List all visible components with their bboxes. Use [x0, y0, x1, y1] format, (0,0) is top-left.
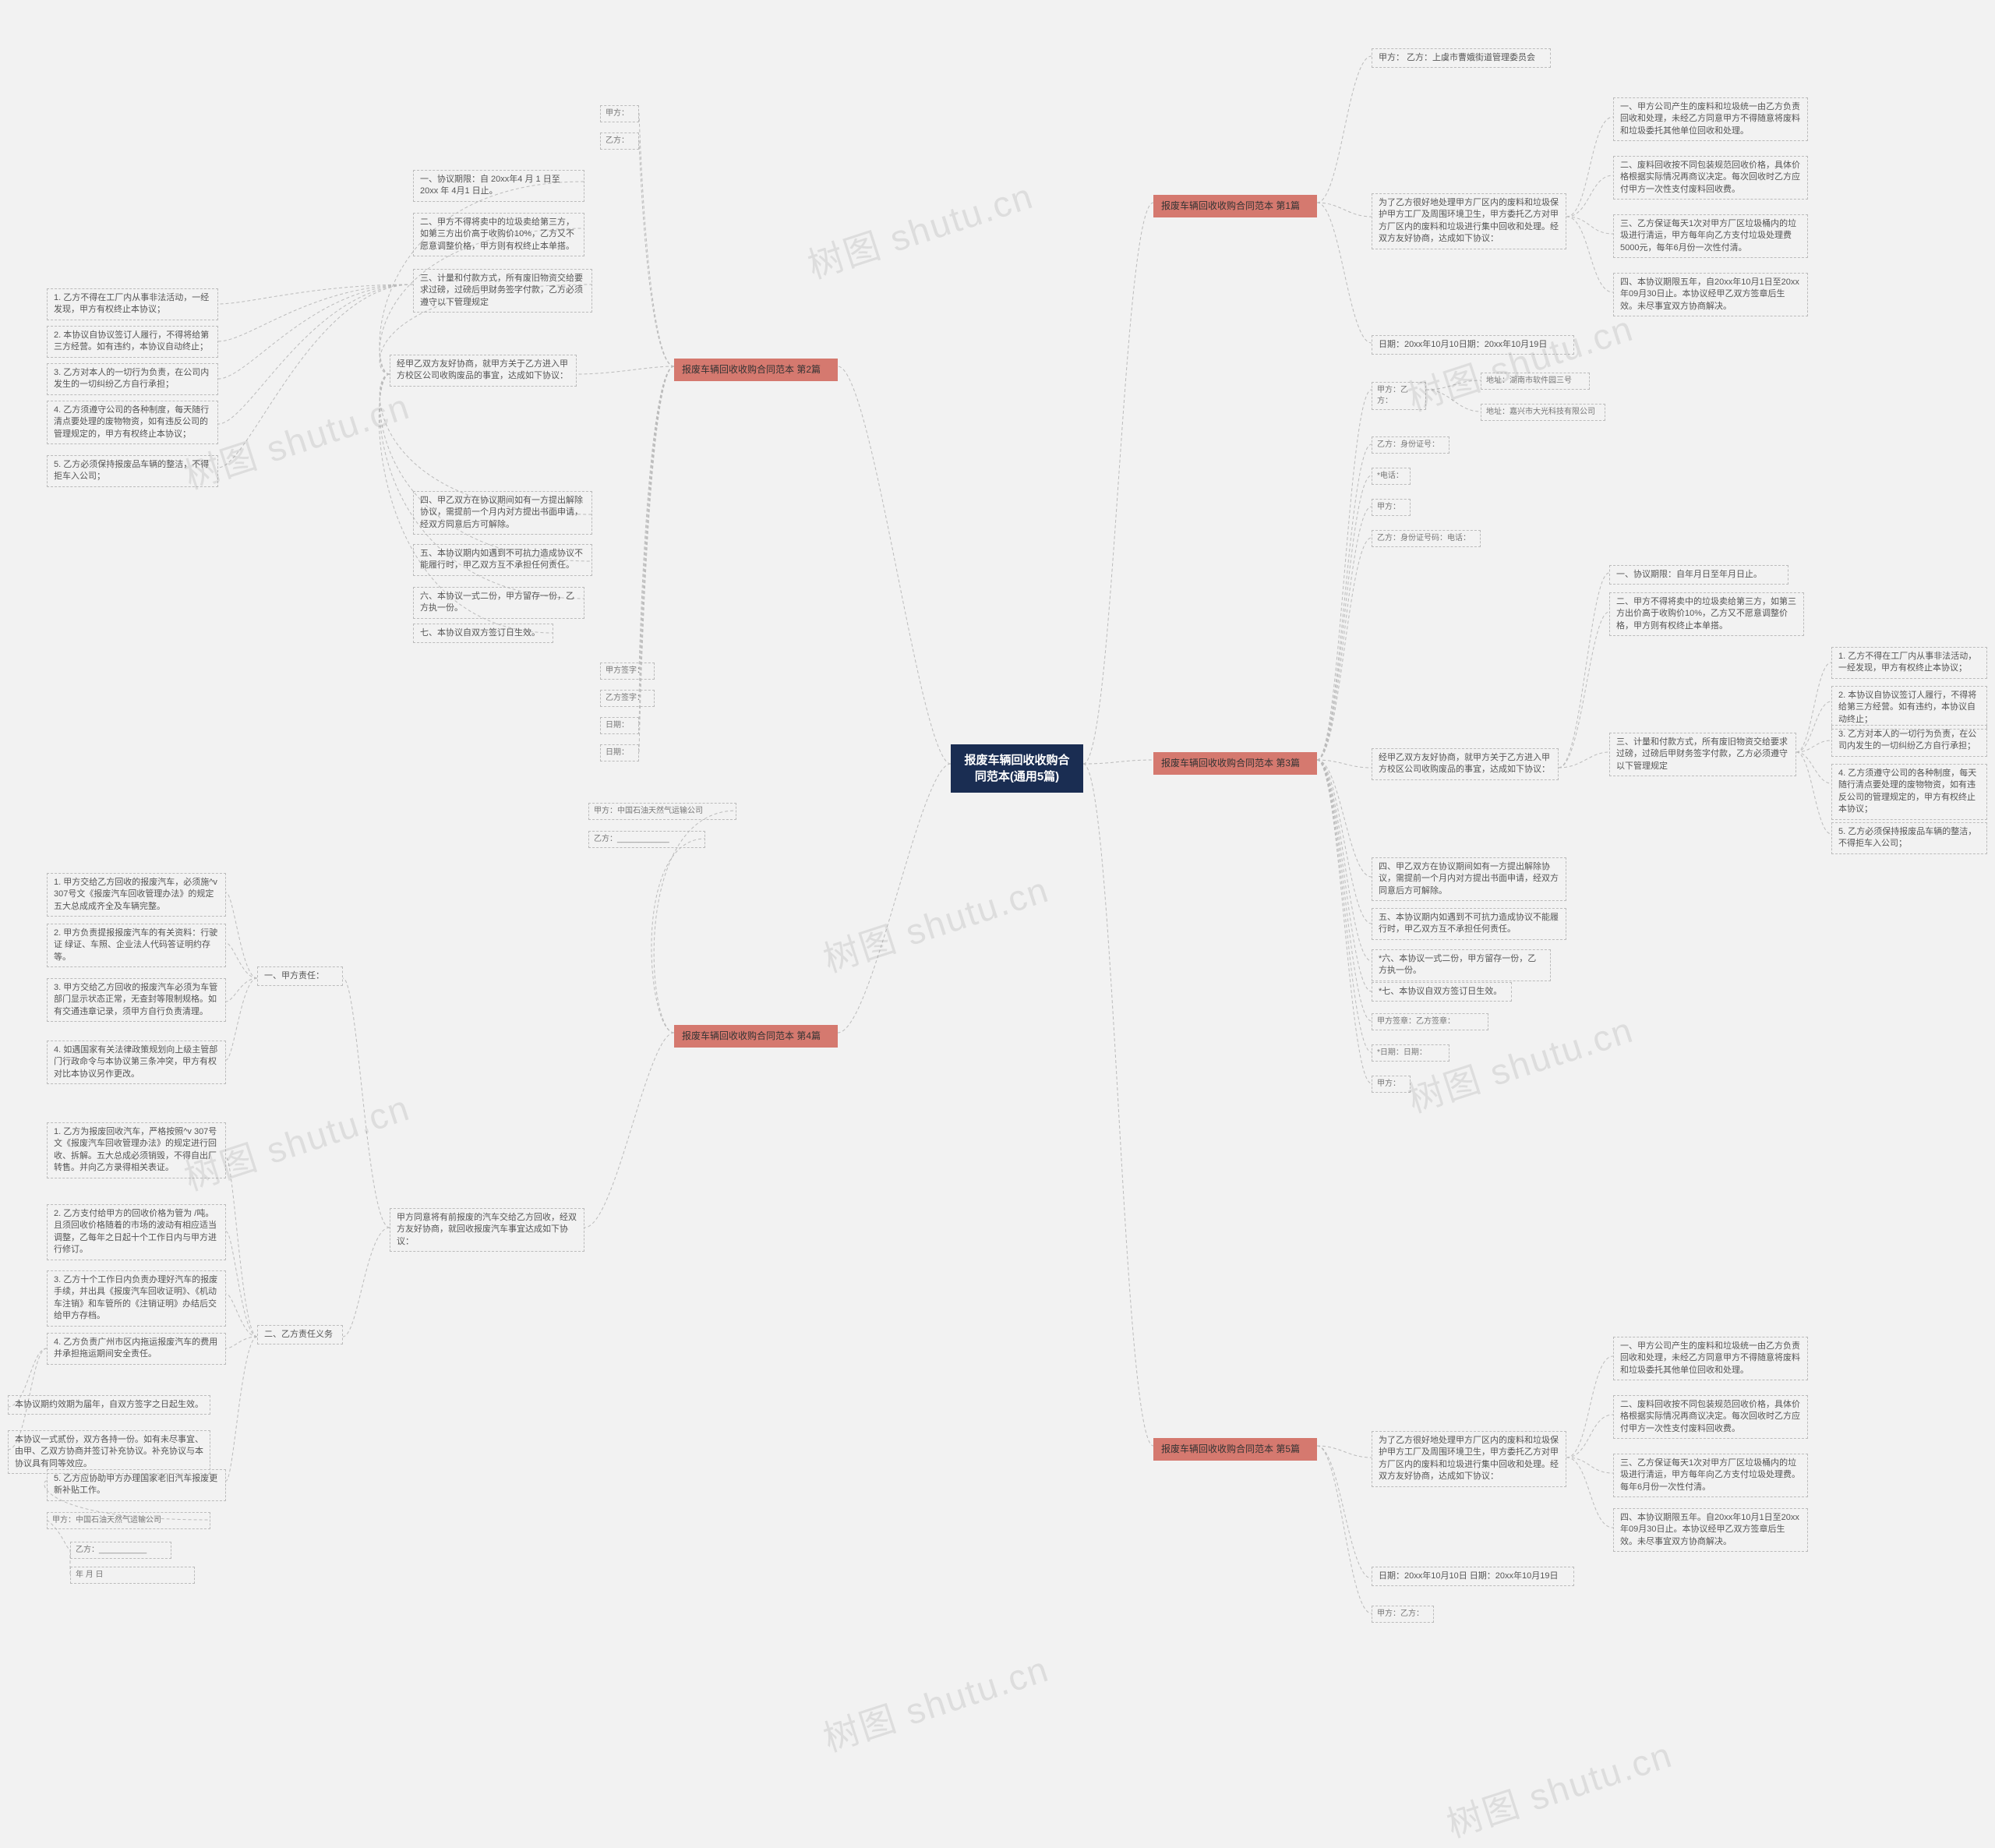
s4-a3: 3. 甲方交给乙方回收的报废汽车必须为车管部门显示状态正常，无查封等限制规格。如… [47, 978, 226, 1022]
s3-preamble: 经甲乙双方友好协商，就甲方关于乙方进入甲方校区公司收购废品的事宜，达成如下协议： [1372, 748, 1559, 780]
s4-b3: 3. 乙方十个工作日内负责办理好汽车的报废手续，并出具《报废汽车回收证明》、《机… [47, 1270, 226, 1327]
s5-date: 日期：20xx年10月10日 日期：20xx年10月19日 [1372, 1567, 1574, 1586]
s1-preamble: 为了乙方很好地处理甲方厂区内的废料和垃圾保护甲方工厂及周围环境卫生，甲方委托乙方… [1372, 193, 1566, 249]
s5-preamble: 为了乙方很好地处理甲方厂区内的废料和垃圾保护甲方工厂及周围环境卫生，甲方委托乙方… [1372, 1431, 1566, 1487]
s2-date-a: 日期： [600, 717, 639, 734]
s1-clause4: 四、本协议期限五年，自20xx年10月1日至20xx年09月30日止。本协议经甲… [1613, 273, 1808, 316]
s5-party: 甲方：乙方： [1372, 1606, 1434, 1623]
section-1: 报废车辆回收收购合同范本 第1篇 [1153, 195, 1317, 217]
s3-addr-b: 地址：嘉兴市大光科技有限公司 [1481, 404, 1605, 421]
s3-clause4: 四、甲乙双方在协议期间如有一方提出解除协议，需提前一个月内对方提出书面申请，经双… [1372, 857, 1566, 901]
s4-footer4: 乙方：___________ [70, 1542, 171, 1559]
s3-partyf: 甲方： [1372, 1076, 1411, 1093]
s2-clause4: 四、甲乙双方在协议期间如有一方提出解除协议，需提前一个月内对方提出书面申请，经双… [413, 491, 592, 535]
s4-a4: 4. 如遇国家有关法律政策规划向上级主管部门行政命令与本协议第三条冲突，甲方有权… [47, 1041, 226, 1084]
s3-clause1: 一、协议期限：自年月日至年月日止。 [1609, 565, 1788, 585]
s2-clause3: 三、计量和付款方式，所有废旧物资交给要求过磅，过磅后甲财务签字付款，乙方必须遵守… [413, 269, 592, 313]
s2-clause3-2: 2. 本协议自协议签订人履行，不得将给第三方经营。如有违约，本协议自动终止； [47, 326, 218, 358]
section-3: 报废车辆回收收购合同范本 第3篇 [1153, 752, 1317, 775]
s3-party: 甲方：乙方： [1372, 382, 1426, 410]
s3-id-b: 乙方：身份证号： [1372, 436, 1449, 454]
s2-clause2: 二、甲方不得将卖中的垃圾卖给第三方，如第三方出价高于收购价10%，乙方又不愿意调… [413, 213, 584, 256]
s3-clause3-4: 4. 乙方须遵守公司的各种制度，每天随行清点要处理的废物物资，如有违反公司的管理… [1831, 764, 1987, 820]
section-4: 报废车辆回收收购合同范本 第4篇 [674, 1025, 838, 1048]
s4-a1: 1. 甲方交给乙方回收的报废汽车，必须施^v 307号文《报废汽车回收管理办法》… [47, 873, 226, 917]
s2-clause3-4: 4. 乙方须遵守公司的各种制度，每天随行清点要处理的废物物资，如有违反公司的管理… [47, 401, 218, 444]
s1-clause2: 二、废料回收按不同包装规范回收价格，具体价格根据实际情况再商议决定。每次回收时乙… [1613, 156, 1808, 200]
s2-sign-a: 甲方签字： [600, 663, 655, 680]
s4-b1: 1. 乙方为报废回收汽车，严格按照^v 307号文《报废汽车回收管理办法》的规定… [47, 1122, 226, 1178]
s2-clause3-3: 3. 乙方对本人的一切行为负责，在公司内发生的一切纠纷乙方自行承担； [47, 363, 218, 395]
s2-clause3-1: 1. 乙方不得在工厂内从事非法活动，一经发现，甲方有权终止本协议； [47, 288, 218, 320]
s3-clause3-2: 2. 本协议自协议签订人履行，不得将给第三方经营。如有违约，本协议自动终止； [1831, 686, 1987, 730]
s3-clause3-3: 3. 乙方对本人的一切行为负责，在公司内发生的一切纠纷乙方自行承担； [1831, 725, 1987, 757]
s1-party: 甲方： 乙方：上虞市曹娥街道管理委员会 [1372, 48, 1551, 68]
s3-sign: 甲方签章：乙方签章： [1372, 1013, 1488, 1030]
s3-party-a2: 甲方： [1372, 499, 1411, 516]
s4-section-b: 二、乙方责任义务 [257, 1325, 343, 1344]
s4-footer5: 年 月 日 [70, 1567, 195, 1584]
s3-party-b2: 乙方：身份证号码：电话： [1372, 530, 1481, 547]
section-2: 报废车辆回收收购合同范本 第2篇 [674, 359, 838, 381]
s3-date: *日期：日期： [1372, 1044, 1449, 1062]
s3-phone: *电话： [1372, 468, 1411, 485]
s2-clause3-5: 5. 乙方必须保持报废品车辆的整洁，不得拒车入公司； [47, 455, 218, 487]
section-5: 报废车辆回收收购合同范本 第5篇 [1153, 1438, 1317, 1461]
s1-date: 日期：20xx年10月10日期：20xx年10月19日 [1372, 335, 1574, 355]
s3-clause5: 五、本协议期内如遇到不可抗力造成协议不能履行时，甲乙双方互不承担任何责任。 [1372, 908, 1566, 940]
s3-addr-a: 地址：湖南市软件园三号 [1481, 373, 1590, 390]
s3-clause2: 二、甲方不得将卖中的垃圾卖给第三方，如第三方出价高于收购价10%，乙方又不愿意调… [1609, 592, 1804, 636]
s4-section-a: 一、甲方责任： [257, 966, 343, 986]
s2-clause6: 六、本协议一式二份，甲方留存一份，乙方执一份。 [413, 587, 584, 619]
s2-party-b: 乙方： [600, 133, 639, 150]
s1-clause1: 一、甲方公司产生的废料和垃圾统一由乙方负责回收和处理，未经乙方同意甲方不得随意将… [1613, 97, 1808, 141]
s2-preamble: 经甲乙双方友好协商，就甲方关于乙方进入甲方校区公司收购废品的事宜，达成如下协议： [390, 355, 577, 387]
s1-clause3: 三、乙方保证每天1次对甲方厂区垃圾桶内的垃圾进行清运，甲方每年向乙方支付垃圾处理… [1613, 214, 1808, 258]
s4-footer2: 本协议一式贰份，双方各持一份。如有未尽事宜、由甲、乙双方协商并签订补充协议。补充… [8, 1430, 210, 1474]
s4-b4: 4. 乙方负责广州市区内拖运报废汽车的费用并承担拖运期间安全责任。 [47, 1333, 226, 1365]
s4-b2: 2. 乙方支付给甲方的回收价格为管为 /吨。且须回收价格随着的市场的波动有相应适… [47, 1204, 226, 1260]
s2-sign-b: 乙方签字： [600, 690, 655, 707]
s4-footer3: 甲方：中国石油天然气运输公司 [47, 1512, 210, 1529]
s4-party-b: 乙方：____________ [588, 831, 705, 848]
s4-a2: 2. 甲方负责提报报废汽车的有关资料：行驶证 绿证、车照、企业法人代码答证明约存… [47, 924, 226, 967]
s3-clause3-5: 5. 乙方必须保持报废品车辆的整洁，不得拒车入公司； [1831, 822, 1987, 854]
s2-party-a: 甲方： [600, 105, 639, 122]
s5-clause3: 三、乙方保证每天1次对甲方厂区垃圾桶内的垃圾进行清运，甲方每年向乙方支付垃圾处理… [1613, 1454, 1808, 1497]
s3-clause3-1: 1. 乙方不得在工厂内从事非法活动，一经发现，甲方有权终止本协议； [1831, 647, 1987, 679]
s4-party-a: 甲方：中国石油天然气运输公司 [588, 803, 736, 820]
s5-clause2: 二、废料回收按不同包装规范回收价格，具体价格根据实际情况再商议决定。每次回收时乙… [1613, 1395, 1808, 1439]
s3-clause3: 三、计量和付款方式，所有废旧物资交给要求过磅，过磅后甲财务签字付款，乙方必须遵守… [1609, 733, 1796, 776]
s2-clause5: 五、本协议期内如遇到不可抗力造成协议不能履行时，甲乙双方互不承担任何责任。 [413, 544, 592, 576]
s2-date-b: 日期： [600, 744, 639, 761]
s3-clause7: *七、本协议自双方签订日生效。 [1372, 982, 1512, 1002]
s5-clause4: 四、本协议期限五年。自20xx年10月1日至20xx年09月30日止。本协议经甲… [1613, 1508, 1808, 1552]
s4-footer1: 本协议期约效期为届年，自双方签字之日起生效。 [8, 1395, 210, 1415]
s5-clause1: 一、甲方公司产生的废料和垃圾统一由乙方负责回收和处理，未经乙方同意甲方不得随意将… [1613, 1337, 1808, 1380]
s2-clause1: 一、协议期限：自 20xx年4 月 1 日至20xx 年 4月1 日止。 [413, 170, 584, 202]
s3-clause6: *六、本协议一式二份，甲方留存一份，乙方执一份。 [1372, 949, 1551, 981]
s4-preamble: 甲方同意将有前报废的汽车交给乙方回收，经双方友好协商，就回收报废汽车事宜达成如下… [390, 1208, 584, 1252]
s2-clause7: 七、本协议自双方签订日生效。 [413, 624, 553, 643]
center-node: 报废车辆回收收购合同范本(通用5篇) [951, 744, 1083, 793]
